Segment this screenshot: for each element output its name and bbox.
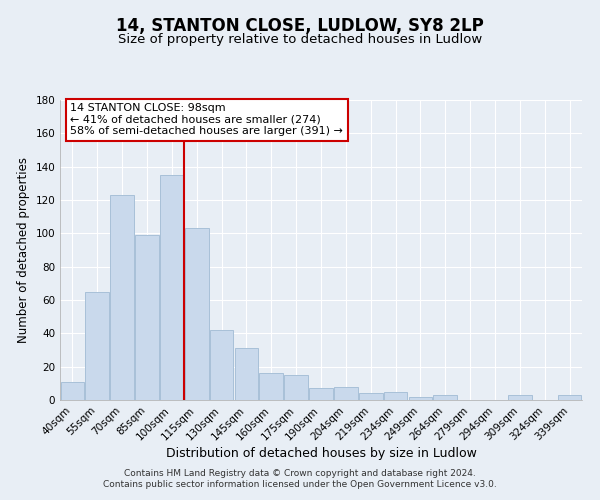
Bar	[235, 348, 258, 400]
Bar	[558, 395, 581, 400]
Bar	[61, 382, 84, 400]
Bar	[359, 394, 383, 400]
Y-axis label: Number of detached properties: Number of detached properties	[17, 157, 30, 343]
Bar	[259, 374, 283, 400]
Bar	[185, 228, 209, 400]
Text: 14, STANTON CLOSE, LUDLOW, SY8 2LP: 14, STANTON CLOSE, LUDLOW, SY8 2LP	[116, 18, 484, 36]
Bar	[210, 330, 233, 400]
Bar	[85, 292, 109, 400]
Text: Size of property relative to detached houses in Ludlow: Size of property relative to detached ho…	[118, 32, 482, 46]
Bar	[384, 392, 407, 400]
Bar	[284, 375, 308, 400]
Bar	[409, 396, 432, 400]
Bar	[334, 386, 358, 400]
Bar	[309, 388, 333, 400]
Bar	[508, 395, 532, 400]
Text: Contains public sector information licensed under the Open Government Licence v3: Contains public sector information licen…	[103, 480, 497, 489]
X-axis label: Distribution of detached houses by size in Ludlow: Distribution of detached houses by size …	[166, 448, 476, 460]
Text: 14 STANTON CLOSE: 98sqm
← 41% of detached houses are smaller (274)
58% of semi-d: 14 STANTON CLOSE: 98sqm ← 41% of detache…	[70, 103, 343, 136]
Bar	[135, 235, 159, 400]
Text: Contains HM Land Registry data © Crown copyright and database right 2024.: Contains HM Land Registry data © Crown c…	[124, 468, 476, 477]
Bar	[160, 175, 184, 400]
Bar	[433, 395, 457, 400]
Bar	[110, 195, 134, 400]
